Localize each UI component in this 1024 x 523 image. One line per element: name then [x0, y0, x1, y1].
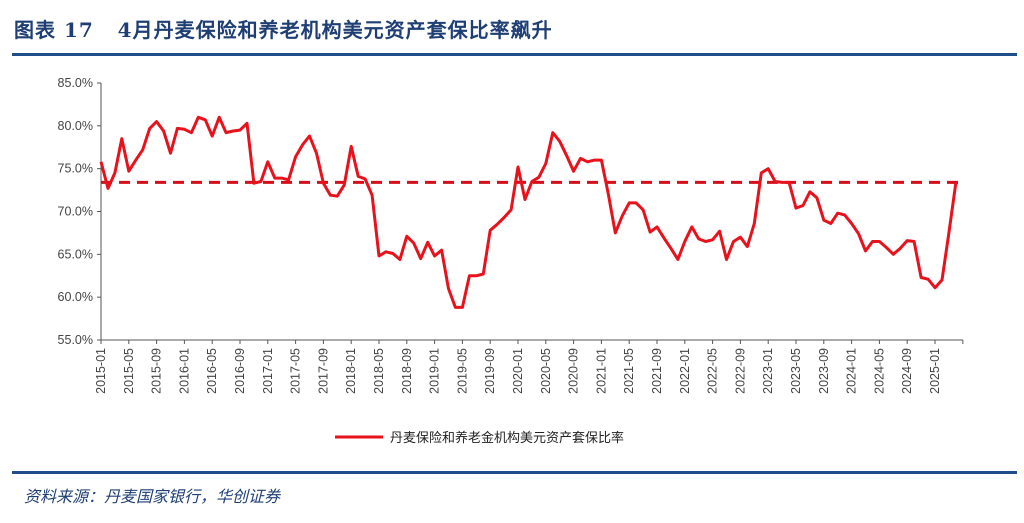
x-tick-label: 2020-09 [567, 348, 581, 394]
x-tick-label: 2017-01 [261, 348, 275, 394]
x-tick-label: 2024-09 [900, 348, 914, 394]
x-tick-label: 2019-09 [483, 348, 497, 394]
source-note: 资料来源：丹麦国家银行，华创证券 [24, 487, 281, 506]
x-tick-label: 2018-01 [344, 348, 358, 394]
legend-label: 丹麦保险和养老金机构美元资产套保比率 [390, 430, 624, 446]
x-tick-label: 2017-05 [289, 348, 303, 394]
x-tick-label: 2018-09 [400, 348, 414, 394]
x-axis: 2015-01 2015-05 2015-09 2016-01 2016-05 2016-… [94, 339, 964, 394]
title-divider [12, 53, 1017, 56]
x-tick-label: 2021-01 [594, 348, 608, 394]
x-tick-label: 2024-01 [845, 348, 859, 394]
y-axis: 55.0% 60.0% 65.0% 70.0% 75.0% 80.0% 85.0% [58, 76, 102, 347]
x-tick-label: 2016-01 [177, 348, 191, 394]
x-tick-label: 2017-09 [316, 348, 330, 394]
x-tick-label: 2021-05 [622, 348, 636, 394]
y-tick-label: 60.0% [58, 290, 93, 304]
x-tick-label: 2019-01 [428, 348, 442, 394]
x-tick-label: 2015-09 [150, 348, 164, 394]
x-tick-label: 2015-05 [122, 348, 136, 394]
x-tick-label: 2022-05 [706, 348, 720, 394]
y-tick-label: 65.0% [58, 247, 93, 261]
x-tick-label: 2022-09 [733, 348, 747, 394]
y-tick-label: 75.0% [58, 162, 93, 176]
x-tick-label: 2020-01 [511, 348, 525, 394]
y-tick-label: 85.0% [58, 76, 93, 90]
y-tick-label: 70.0% [58, 205, 93, 219]
x-tick-label: 2020-05 [539, 348, 553, 394]
x-tick-label: 2018-05 [372, 348, 386, 394]
y-tick-label: 80.0% [58, 119, 93, 133]
x-tick-label: 2023-05 [789, 348, 803, 394]
x-tick-label: 2025-01 [928, 348, 942, 394]
figure-title: 图表 17 4月丹麦保险和养老机构美元资产套保比率飙升 [14, 18, 553, 42]
x-tick-label: 2019-05 [455, 348, 469, 394]
legend: 丹麦保险和养老金机构美元资产套保比率 [335, 430, 624, 446]
x-tick-label: 2024-05 [872, 348, 886, 394]
x-tick-label: 2021-09 [650, 348, 664, 394]
x-tick-label: 2022-01 [678, 348, 692, 394]
x-tick-label: 2023-09 [817, 348, 831, 394]
series-line [99, 115, 958, 309]
footer-divider [12, 471, 1017, 474]
x-tick-label: 2016-05 [205, 348, 219, 394]
x-tick-label: 2016-09 [233, 348, 247, 394]
x-tick-label: 2023-01 [761, 348, 775, 394]
x-tick-label: 2015-01 [94, 348, 108, 394]
y-tick-label: 55.0% [58, 333, 93, 347]
